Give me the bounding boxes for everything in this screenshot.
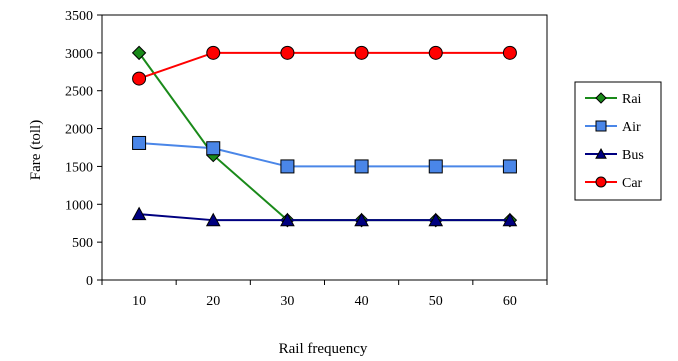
plot-frame <box>101 14 548 281</box>
legend-box <box>574 81 662 201</box>
legend-item-air: Air <box>585 120 641 135</box>
data-point <box>428 212 444 227</box>
y-tick-label: 0 <box>86 274 93 289</box>
legend-label: Air <box>622 120 641 135</box>
data-point <box>502 159 517 174</box>
data-point <box>354 45 369 60</box>
x-tick-label: 30 <box>280 294 294 309</box>
data-point <box>280 45 295 60</box>
legend-label: Bus <box>622 148 644 163</box>
series-bus <box>131 206 518 227</box>
x-axis-label: Rail frequency <box>279 341 368 357</box>
x-tick-label: 60 <box>503 294 517 309</box>
data-point <box>206 141 221 156</box>
y-axis-label: Fare (toll) <box>28 120 44 180</box>
y-tick-label: 500 <box>72 236 93 251</box>
y-tick-label: 1000 <box>65 198 93 213</box>
legend-marker <box>595 120 607 132</box>
x-tick-label: 40 <box>355 294 369 309</box>
data-point <box>131 45 147 61</box>
series-line <box>138 52 510 222</box>
series-rai <box>131 45 518 228</box>
series-line <box>139 213 510 222</box>
data-point <box>205 212 221 227</box>
y-tick-label: 3000 <box>65 47 93 62</box>
series-line <box>138 51 510 80</box>
x-tick-label: 50 <box>429 294 443 309</box>
data-point <box>502 45 517 60</box>
legend: Rai Air Bus Car <box>574 81 662 201</box>
legend-marker <box>595 176 607 188</box>
data-point <box>502 212 518 227</box>
data-point <box>354 159 369 174</box>
legend-label: Car <box>622 176 643 191</box>
plot-axes: 0 500 1000 1500 2000 2500 3000 3500 10 20 30 40 50 60 <box>65 9 548 309</box>
data-point <box>206 45 221 60</box>
y-tick-label: 2500 <box>65 85 93 100</box>
legend-item-car: Car <box>585 176 643 191</box>
y-tick-label: 1500 <box>65 160 93 175</box>
data-point <box>132 71 147 86</box>
legend-marker <box>595 92 607 104</box>
legend-marker <box>595 147 607 159</box>
series-line <box>139 141 510 168</box>
data-point <box>280 212 295 227</box>
x-tick-label: 10 <box>132 294 146 309</box>
data-point <box>280 159 295 174</box>
series-layer <box>131 45 518 228</box>
data-point <box>428 159 443 174</box>
data-point <box>131 206 147 221</box>
y-tick-label: 2000 <box>65 123 93 138</box>
legend-item-bus: Bus <box>585 147 644 163</box>
series-air <box>132 135 517 174</box>
data-point <box>132 135 147 150</box>
data-point <box>354 212 369 227</box>
legend-label: Rai <box>622 92 642 107</box>
legend-item-rai: Rai <box>585 92 642 107</box>
y-tick-label: 3500 <box>65 9 93 24</box>
series-car <box>132 45 517 86</box>
data-point <box>428 45 443 60</box>
x-tick-label: 20 <box>206 294 220 309</box>
